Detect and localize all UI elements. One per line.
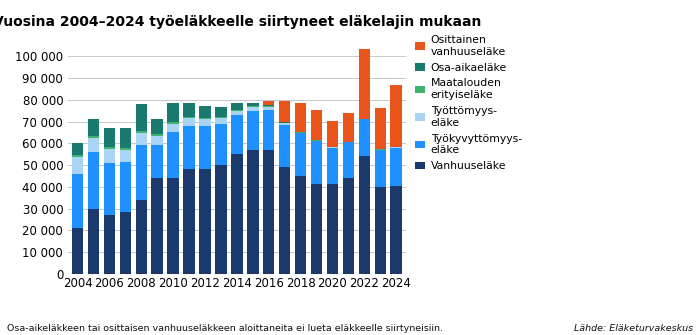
Bar bbox=[231, 110, 243, 111]
Bar bbox=[88, 138, 99, 152]
Bar bbox=[231, 115, 243, 154]
Bar bbox=[120, 150, 131, 162]
Bar bbox=[343, 142, 354, 178]
Bar bbox=[151, 119, 163, 134]
Bar bbox=[263, 106, 274, 107]
Bar bbox=[215, 165, 227, 274]
Bar bbox=[374, 150, 386, 187]
Bar bbox=[215, 124, 227, 165]
Bar bbox=[167, 124, 179, 132]
Bar bbox=[167, 132, 179, 178]
Bar bbox=[199, 170, 211, 274]
Bar bbox=[343, 113, 354, 142]
Bar bbox=[231, 154, 243, 274]
Bar bbox=[231, 103, 243, 110]
Bar bbox=[247, 111, 258, 150]
Bar bbox=[311, 141, 322, 184]
Bar bbox=[279, 167, 290, 274]
Bar bbox=[120, 212, 131, 274]
Bar bbox=[88, 209, 99, 274]
Bar bbox=[215, 117, 227, 118]
Bar bbox=[279, 122, 290, 123]
Bar bbox=[88, 136, 99, 138]
Bar bbox=[311, 184, 322, 274]
Bar bbox=[215, 107, 227, 117]
Bar bbox=[358, 156, 370, 274]
Bar bbox=[199, 126, 211, 170]
Bar bbox=[72, 143, 83, 155]
Bar bbox=[183, 170, 195, 274]
Bar bbox=[72, 157, 83, 174]
Legend: Osittainen
vanhuuseläke, Osa-aikaeläke, Maatalouden
erityiseläke, Työttömyys-
el: Osittainen vanhuuseläke, Osa-aikaeläke, … bbox=[414, 35, 522, 171]
Bar bbox=[358, 49, 370, 119]
Bar bbox=[295, 103, 307, 132]
Bar bbox=[151, 134, 163, 136]
Bar bbox=[72, 228, 83, 274]
Bar bbox=[263, 110, 274, 150]
Bar bbox=[72, 174, 83, 228]
Bar bbox=[358, 119, 370, 156]
Bar bbox=[120, 128, 131, 148]
Bar bbox=[263, 107, 274, 110]
Bar bbox=[120, 162, 131, 212]
Bar bbox=[279, 123, 290, 125]
Bar bbox=[88, 119, 99, 136]
Bar bbox=[72, 155, 83, 157]
Bar bbox=[279, 102, 290, 122]
Bar bbox=[247, 103, 258, 106]
Bar bbox=[263, 150, 274, 274]
Bar bbox=[295, 134, 307, 176]
Text: Lähde: Eläketurvakeskus: Lähde: Eläketurvakeskus bbox=[574, 324, 693, 333]
Bar bbox=[215, 118, 227, 124]
Bar bbox=[136, 131, 147, 134]
Bar bbox=[295, 176, 307, 274]
Bar bbox=[183, 103, 195, 117]
Bar bbox=[136, 145, 147, 200]
Bar bbox=[136, 104, 147, 131]
Bar bbox=[104, 128, 116, 147]
Bar bbox=[279, 125, 290, 167]
Bar bbox=[391, 186, 402, 274]
Bar bbox=[295, 132, 307, 133]
Bar bbox=[311, 110, 322, 140]
Bar bbox=[104, 215, 116, 274]
Bar bbox=[231, 111, 243, 115]
Bar bbox=[88, 152, 99, 209]
Bar bbox=[327, 148, 338, 184]
Bar bbox=[199, 119, 211, 126]
Bar bbox=[199, 118, 211, 119]
Bar bbox=[391, 148, 402, 186]
Bar bbox=[327, 121, 338, 147]
Bar bbox=[136, 134, 147, 145]
Bar bbox=[263, 101, 274, 106]
Bar bbox=[343, 178, 354, 274]
Bar bbox=[183, 126, 195, 170]
Bar bbox=[374, 187, 386, 274]
Bar bbox=[374, 108, 386, 149]
Bar bbox=[120, 148, 131, 150]
Bar bbox=[327, 184, 338, 274]
Bar bbox=[295, 133, 307, 134]
Bar bbox=[167, 178, 179, 274]
Bar bbox=[183, 117, 195, 118]
Bar bbox=[151, 178, 163, 274]
Bar bbox=[167, 103, 179, 122]
Bar bbox=[151, 145, 163, 178]
Bar bbox=[199, 106, 211, 118]
Bar bbox=[151, 136, 163, 145]
Bar bbox=[391, 85, 402, 147]
Bar bbox=[104, 149, 116, 163]
Bar bbox=[136, 200, 147, 274]
Bar bbox=[104, 147, 116, 149]
Text: Osa-aikeläkkeen tai osittaisen vanhuuseläkkeen aloittaneita ei lueta eläkkeelle : Osa-aikeläkkeen tai osittaisen vanhuusel… bbox=[7, 324, 443, 333]
Bar bbox=[247, 107, 258, 111]
Bar bbox=[183, 118, 195, 126]
Bar bbox=[104, 163, 116, 215]
Title: Vuosina 2004–2024 työeläkkeelle siirtyneet eläkelajin mukaan: Vuosina 2004–2024 työeläkkeelle siirtyne… bbox=[0, 15, 481, 29]
Bar bbox=[247, 150, 258, 274]
Bar bbox=[247, 106, 258, 107]
Bar bbox=[167, 122, 179, 124]
